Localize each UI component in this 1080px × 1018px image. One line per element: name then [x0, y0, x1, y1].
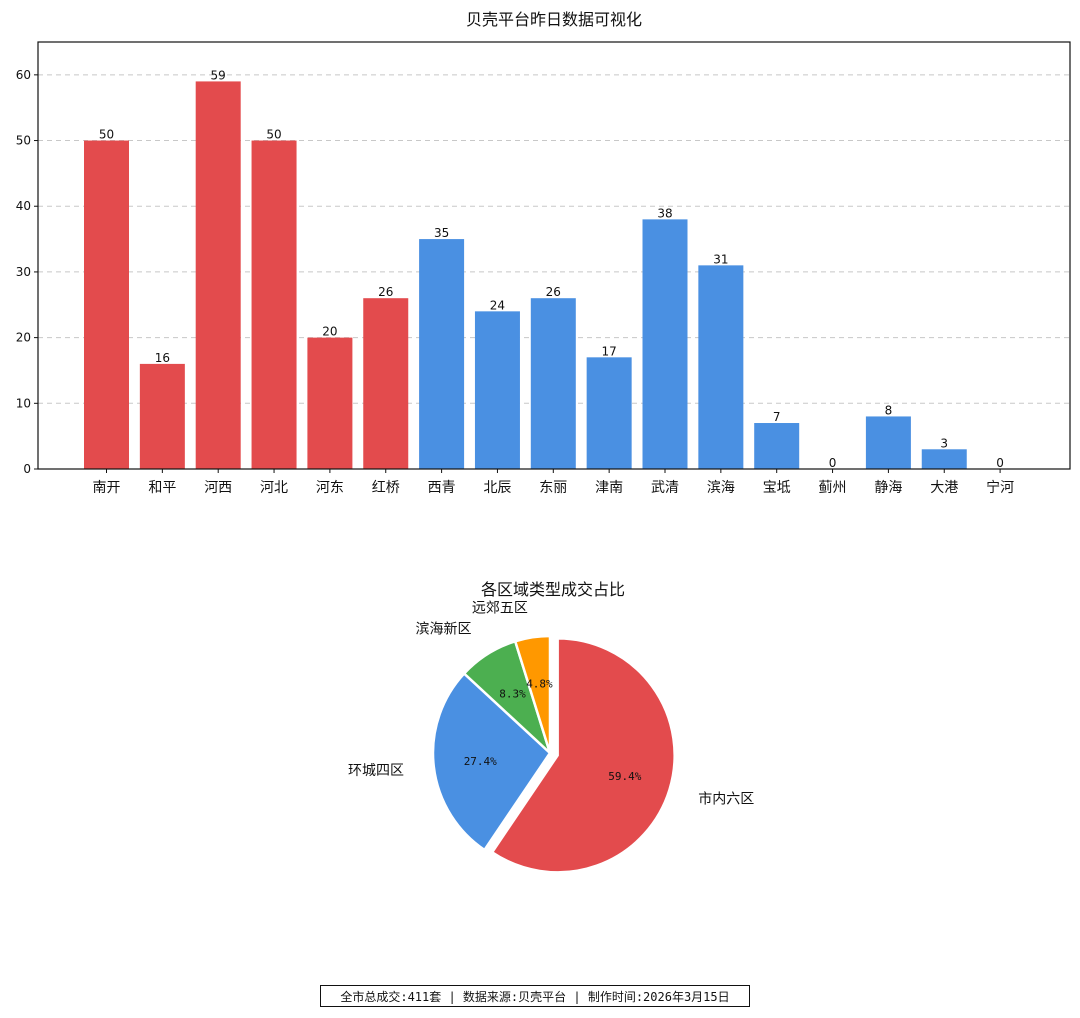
pie-slice-环城四区: [431, 671, 552, 852]
x-tick-label: 滨海: [707, 480, 735, 496]
bar-东丽: [530, 298, 576, 469]
pie-label: 远郊五区: [472, 600, 528, 617]
bar-chart-title: 贝壳平台昨日数据可视化: [466, 10, 642, 29]
bar-x-tick-labels: 南开 和平 河西 河北 河东 红桥 西青 北辰 东丽 津南 武清 滨海 宝坻 蓟州 静海 大港 宁河: [93, 479, 1015, 496]
x-tick-label: 宁河: [986, 479, 1014, 496]
bar-value-label: 50: [99, 128, 114, 142]
bar-value-label: 7: [773, 410, 781, 424]
bar-滨海: [698, 265, 744, 469]
pie-percent-label: 59.4%: [608, 770, 641, 783]
bar-南开: [84, 140, 129, 470]
bar-value-label: 16: [155, 351, 170, 365]
y-tick-label: 50: [16, 134, 31, 148]
bar-series: [84, 81, 967, 470]
pie-percent-label: 8.3%: [499, 688, 526, 701]
bar-plot-frame: [37, 41, 1071, 470]
footer-text: 全市总成交:411套 | 数据来源:贝壳平台 | 制作时间:2026年3月15日: [340, 989, 730, 1004]
x-tick-label: 东丽: [539, 480, 567, 496]
bar-河北: [251, 140, 297, 470]
bar-value-label: 20: [322, 325, 337, 339]
bar-武清: [642, 219, 688, 469]
pie-percent-labels: 59.4% 27.4% 8.3%4.8%: [464, 678, 642, 783]
x-tick-label: 河东: [316, 480, 344, 496]
x-tick-label: 北辰: [483, 480, 511, 496]
y-tick-label: 60: [16, 68, 31, 82]
bar-北辰: [474, 311, 520, 469]
x-tick-label: 大港: [930, 480, 958, 496]
bar-value-label: 31: [713, 252, 728, 266]
x-tick-label: 和平: [148, 480, 176, 496]
x-tick-label: 静海: [874, 480, 902, 496]
bar-和平: [139, 363, 185, 469]
x-tick-label: 红桥: [372, 480, 400, 496]
pie-percent-label: 4.8%: [526, 678, 553, 691]
bar-value-label: 26: [546, 285, 561, 299]
bar-西青: [419, 239, 465, 469]
pie-label: 滨海新区: [416, 622, 472, 638]
bar-value-label: 26: [378, 285, 393, 299]
bar-value-label: 35: [434, 226, 449, 240]
y-tick-label: 20: [16, 331, 31, 345]
pie-label: 市内六区: [698, 790, 754, 807]
x-tick-label: 津南: [595, 480, 623, 496]
pie-slice-远郊五区: [513, 634, 552, 754]
bar-value-label: 3: [940, 436, 948, 450]
bar-河西: [195, 81, 241, 470]
x-tick-label: 西青: [428, 480, 456, 496]
bar-静海: [865, 416, 911, 469]
x-tick-label: 河西: [204, 480, 232, 496]
x-tick-label: 武清: [651, 480, 679, 496]
x-tick-label: 宝坻: [763, 480, 791, 496]
bar-津南: [586, 357, 632, 469]
bar-axes: [34, 41, 1071, 473]
x-tick-label: 河北: [260, 480, 288, 496]
pie-slice-市内六区: [490, 637, 676, 874]
y-tick-label: 10: [16, 396, 31, 410]
bar-value-label: 0: [996, 456, 1004, 470]
bar-value-label: 8: [885, 403, 893, 417]
pie-slices: [431, 634, 676, 874]
y-tick-label: 30: [16, 265, 31, 279]
x-tick-label: 南开: [93, 480, 121, 496]
bar-大港: [921, 449, 967, 469]
bar-宝坻: [754, 423, 800, 469]
y-tick-label: 40: [16, 199, 31, 213]
bar-value-label: 59: [211, 68, 226, 82]
bar-value-label: 17: [602, 344, 617, 358]
bar-河东: [307, 337, 353, 469]
bar-红桥: [363, 298, 409, 469]
pie-percent-label: 27.4%: [464, 755, 497, 768]
pie-chart-title: 各区域类型成交占比: [481, 580, 625, 599]
bar-value-label: 50: [266, 128, 281, 142]
bar-value-labels: 50 16 59 50 20 26 35 24 26 17 38 31 7 0 8 3 0: [99, 68, 1004, 470]
bar-value-label: 24: [490, 298, 505, 312]
bar-value-label: 38: [657, 206, 672, 220]
bar-y-tick-labels: 0 10 20 30 40 50 60: [16, 68, 31, 476]
pie-label: 环城四区: [348, 763, 404, 779]
bar-value-label: 0: [829, 456, 837, 470]
x-tick-label: 蓟州: [819, 480, 847, 496]
footer-info-box: 全市总成交:411套 | 数据来源:贝壳平台 | 制作时间:2026年3月15日: [320, 985, 750, 1007]
y-tick-label: 0: [23, 462, 31, 476]
